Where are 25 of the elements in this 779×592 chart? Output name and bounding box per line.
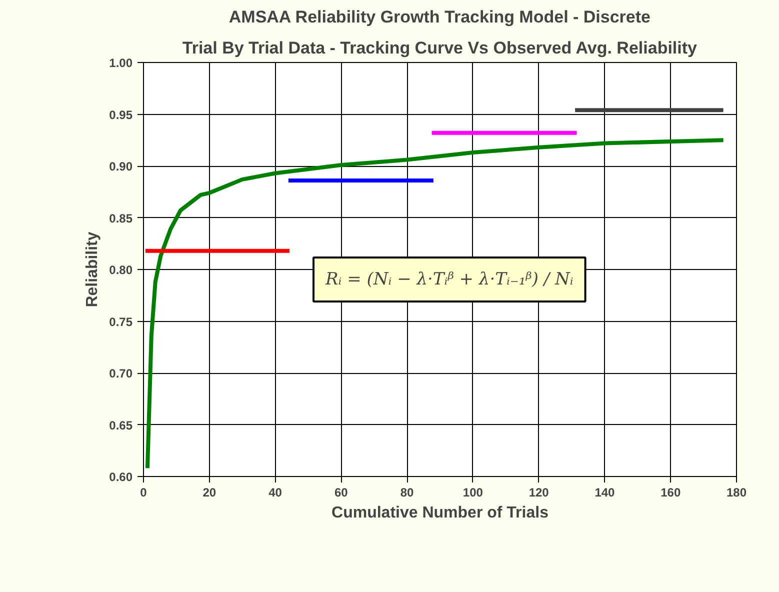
y-tick-label: 0.75: [109, 314, 133, 329]
x-tick-label: 180: [726, 486, 747, 500]
x-tick-label: 0: [140, 486, 148, 500]
x-tick-label: 60: [334, 486, 348, 500]
chart-title: AMSAA Reliability Growth Tracking Model - Discrete: [228, 8, 651, 26]
line-series: [145, 138, 726, 470]
y-tick-label: 0.70: [109, 366, 133, 380]
x-tick-label: 80: [400, 486, 414, 500]
x-tick-label: 40: [268, 486, 282, 500]
annotation: Rᵢ = (Nᵢ − λ·Tᵢᵝ + λ·Tᵢ₋₁ᵝ) / Nᵢ: [324, 270, 574, 290]
x-axis-title: Cumulative Number of Trials: [332, 504, 549, 522]
y-tick-label: 0.60: [109, 470, 133, 484]
y-tick-label: 0.80: [109, 263, 133, 277]
y-axis-title: Reliability: [84, 232, 102, 308]
y-tick-label: 0.65: [109, 418, 133, 432]
x-tick-label: 100: [462, 486, 484, 500]
x-tick-label: 160: [660, 486, 681, 500]
chart-subtitle: Trial By Trial Data - Tracking Curve Vs Observed Avg. Reliability: [182, 38, 698, 58]
y-tick-label: 0.95: [109, 108, 133, 122]
y-tick-label: 1.00: [109, 56, 133, 70]
x-tick-label: 20: [202, 486, 216, 500]
x-tick-label: 120: [528, 486, 550, 500]
x-tick-label: 140: [594, 486, 616, 500]
y-tick-label: 0.85: [109, 211, 133, 226]
y-tick-label: 0.90: [109, 160, 133, 174]
